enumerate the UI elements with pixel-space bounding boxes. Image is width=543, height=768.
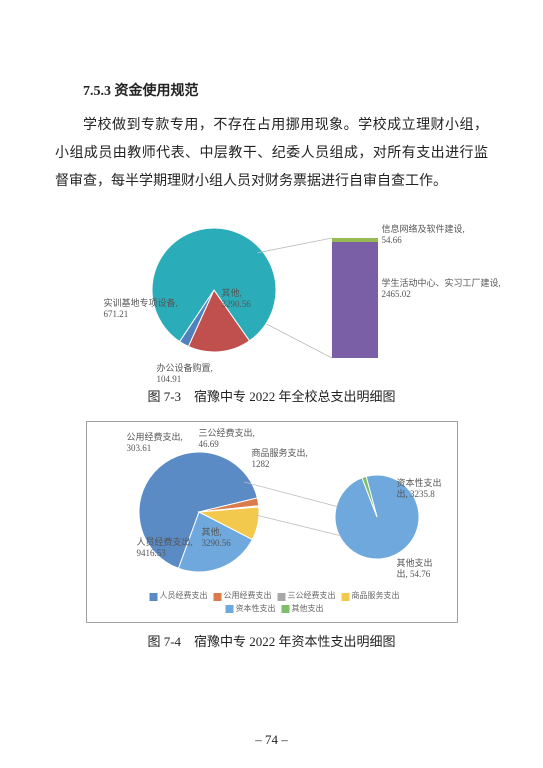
chart-7-3-caption: 图 7-3 宿豫中专 2022 年全校总支出明细图 — [55, 386, 488, 405]
chart-label: 其他支出出, 54.76 — [397, 558, 433, 580]
chart-label: 公用经费支出,303.61 — [127, 432, 183, 454]
chart-7-4: 人员经费支出,9416.53 公用经费支出,303.61 三公经费支出,46.69商… — [55, 421, 488, 623]
chart-7-4-canvas: 人员经费支出,9416.53 公用经费支出,303.61 三公经费支出,46.69商… — [86, 421, 458, 623]
page: 7.5.3 资金使用规范 学校做到专款专用，不存在占用挪用现象。学校成立理财小组… — [0, 0, 543, 768]
chart-7-4-caption: 图 7-4 宿豫中专 2022 年资本性支出明细图 — [55, 631, 488, 650]
chart-label: 资本性支出出, 3235.8 — [397, 478, 442, 500]
chart-label: 学生活动中心、实习工厂建设,2465.02 — [382, 278, 501, 300]
chart-label: 其他,3290.56 — [202, 527, 231, 549]
chart-7-3-canvas: 实训基地专项设备,671.21办公设备购置,104.91其他,3290.56信息… — [122, 208, 422, 378]
chart-label: 人员经费支出,9416.53 — [137, 537, 193, 559]
section-title-text: 资金使用规范 — [115, 84, 199, 99]
chart-7-4-legend: 人员经费支出公用经费支出三公经费支出商品服务支出资本性支出其他支出 — [105, 590, 438, 616]
section-number: 7.5.3 — [83, 84, 111, 99]
chart-label: 信息网络及软件建设,54.66 — [382, 224, 465, 246]
chart-label: 实训基地专项设备,671.21 — [104, 298, 178, 320]
body-paragraph: 学校做到专款专用，不存在占用挪用现象。学校成立理财小组，小组成员由教师代表、中层… — [55, 112, 488, 196]
section-heading: 7.5.3 资金使用规范 — [55, 80, 488, 100]
chart-label: 三公经费支出,46.69 — [199, 428, 255, 450]
chart-label: 办公设备购置,104.91 — [157, 363, 213, 385]
page-number: – 74 – — [0, 732, 543, 748]
chart-7-3: 实训基地专项设备,671.21办公设备购置,104.91其他,3290.56信息… — [55, 208, 488, 378]
chart-label: 商品服务支出,1282 — [252, 448, 308, 470]
chart-label: 其他,3290.56 — [222, 288, 251, 310]
